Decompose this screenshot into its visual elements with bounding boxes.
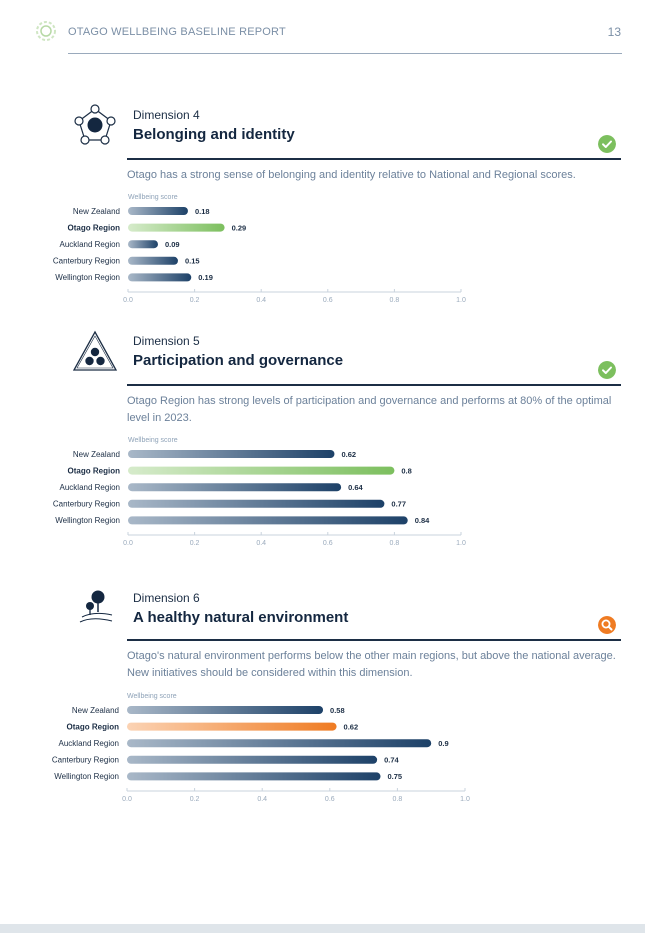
x-tick-label: 0.6 xyxy=(325,796,335,803)
dimension-description: Otago Region has strong levels of partic… xyxy=(127,395,612,424)
category-label: Otago Region xyxy=(68,466,121,475)
bar-canterbury-region xyxy=(127,755,378,764)
value-label: 0.62 xyxy=(344,722,359,731)
x-tick-label: 1.0 xyxy=(456,297,466,304)
category-label: Canterbury Region xyxy=(53,500,120,509)
category-label: Canterbury Region xyxy=(53,257,120,266)
x-tick-label: 1.0 xyxy=(456,540,466,547)
check-circle-icon xyxy=(598,135,616,153)
x-tick-label: 0.0 xyxy=(123,297,133,304)
bar-wellington-region xyxy=(127,772,381,781)
value-label: 0.8 xyxy=(401,466,411,475)
x-tick-label: 0.6 xyxy=(323,297,333,304)
section-divider xyxy=(127,158,621,160)
category-label: Auckland Region xyxy=(60,240,120,249)
otago-logo-icon xyxy=(36,21,56,41)
category-label: Wellington Region xyxy=(54,772,119,781)
x-tick-label: 0.8 xyxy=(390,540,400,547)
bar-auckland-region xyxy=(127,739,432,748)
dimension-label: Dimension 6 xyxy=(133,591,200,605)
page-number: 13 xyxy=(607,25,621,39)
bar-otago-region xyxy=(128,466,395,475)
section-divider xyxy=(127,639,621,641)
bar-otago-region xyxy=(128,223,225,232)
value-label: 0.18 xyxy=(195,207,210,216)
value-label: 0.74 xyxy=(384,756,399,765)
environment-bar-chart: Wellbeing score New Zealand 0.58 Otago Regi… xyxy=(52,693,470,803)
header-divider xyxy=(68,53,622,54)
dimension-title: Participation and governance xyxy=(133,352,344,369)
page-header: OTAGO WELLBEING BASELINE REPORT 13 xyxy=(0,0,645,56)
x-tick-label: 0.8 xyxy=(393,796,403,803)
value-label: 0.84 xyxy=(415,516,430,525)
value-label: 0.58 xyxy=(330,706,345,715)
report-title: OTAGO WELLBEING BASELINE REPORT xyxy=(68,26,286,38)
value-label: 0.29 xyxy=(232,223,247,232)
value-label: 0.19 xyxy=(198,273,213,282)
axis-title: Wellbeing score xyxy=(128,194,178,201)
axis-title: Wellbeing score xyxy=(127,693,177,700)
bar-auckland-region xyxy=(128,240,158,249)
dimension-description: Otago has a strong sense of belonging an… xyxy=(127,169,576,181)
bar-canterbury-region xyxy=(128,256,178,265)
value-label: 0.77 xyxy=(391,500,406,509)
category-label: Canterbury Region xyxy=(52,756,119,765)
value-label: 0.62 xyxy=(341,450,356,459)
x-tick-label: 0.6 xyxy=(323,540,333,547)
x-tick-label: 0.4 xyxy=(256,540,266,547)
bar-otago-region xyxy=(127,722,337,731)
bar-new-zealand xyxy=(128,450,335,458)
category-label: New Zealand xyxy=(73,450,120,459)
bar-auckland-region xyxy=(128,483,342,492)
participation-triangle-icon xyxy=(72,330,118,371)
category-label: Auckland Region xyxy=(60,483,120,492)
category-label: Otago Region xyxy=(67,722,120,731)
x-tick-label: 0.0 xyxy=(123,540,133,547)
bar-wellington-region xyxy=(128,273,192,282)
axis-title: Wellbeing score xyxy=(128,437,178,444)
value-label: 0.75 xyxy=(388,772,403,781)
section-divider xyxy=(127,384,621,386)
value-label: 0.15 xyxy=(185,257,200,266)
value-label: 0.9 xyxy=(438,739,448,748)
x-tick-label: 0.8 xyxy=(390,297,400,304)
category-label: Otago Region xyxy=(68,223,121,232)
magnifier-circle-icon xyxy=(598,616,616,634)
category-label: Wellington Region xyxy=(55,516,120,525)
dimension-title: A healthy natural environment xyxy=(133,609,349,626)
x-tick-label: 0.2 xyxy=(190,297,200,304)
dimension-description: Otago's natural environment performs bel… xyxy=(127,650,616,679)
x-tick-label: 0.2 xyxy=(190,540,200,547)
category-label: Auckland Region xyxy=(59,739,119,748)
tree-landscape-icon xyxy=(79,590,113,623)
bar-canterbury-region xyxy=(128,499,385,508)
bar-new-zealand xyxy=(128,207,188,215)
x-tick-label: 0.0 xyxy=(122,796,132,803)
page-footer-band xyxy=(0,924,645,933)
category-label: New Zealand xyxy=(73,207,120,216)
category-label: New Zealand xyxy=(72,706,119,715)
belonging-bar-chart: Wellbeing score New Zealand 0.18 Otago Regi… xyxy=(53,194,466,304)
bar-wellington-region xyxy=(128,516,408,525)
bar-new-zealand xyxy=(127,706,324,714)
x-tick-label: 0.4 xyxy=(257,796,267,803)
dimension-label: Dimension 4 xyxy=(133,108,200,122)
dimension-label: Dimension 5 xyxy=(133,334,200,348)
participation-bar-chart: Wellbeing score New Zealand 0.62 Otago Regi… xyxy=(53,437,466,547)
category-label: Wellington Region xyxy=(55,273,120,282)
x-tick-label: 1.0 xyxy=(460,796,470,803)
value-label: 0.64 xyxy=(348,483,363,492)
x-tick-label: 0.4 xyxy=(256,297,266,304)
x-tick-label: 0.2 xyxy=(190,796,200,803)
value-label: 0.09 xyxy=(165,240,180,249)
check-circle-icon xyxy=(598,361,616,379)
belonging-network-icon xyxy=(74,104,116,145)
dimension-title: Belonging and identity xyxy=(133,126,295,143)
